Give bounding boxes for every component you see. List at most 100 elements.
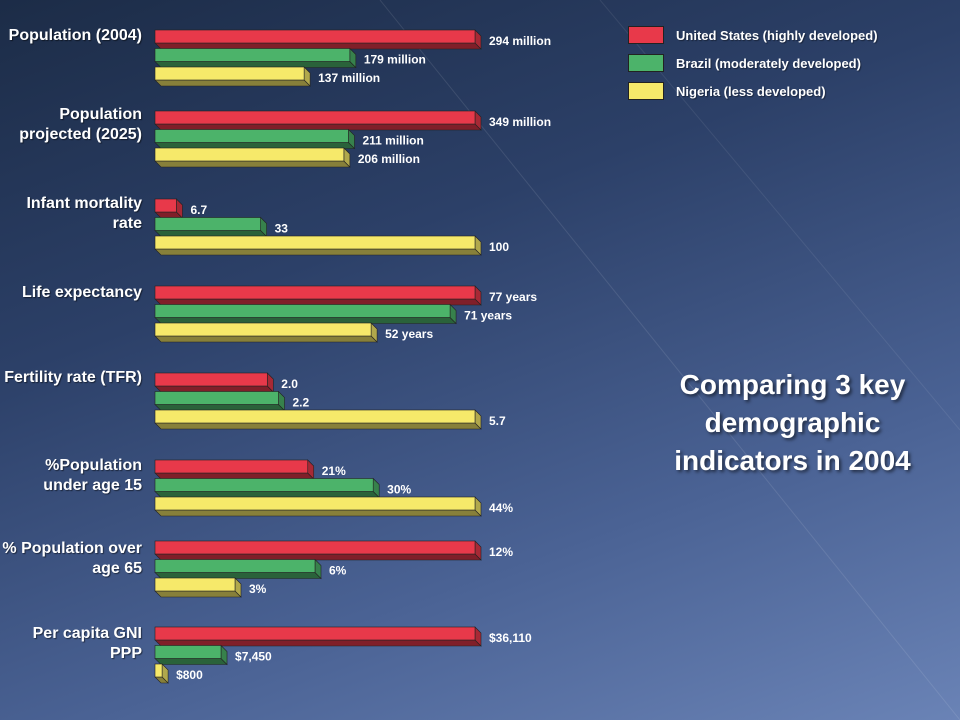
bar-bottom-face <box>154 335 378 343</box>
bar-front-face <box>154 48 351 62</box>
category-label-fertility: Fertility rate (TFR) <box>4 369 142 386</box>
bar-brazil-group-0 <box>154 47 357 69</box>
legend-item-us: United States (highly developed) <box>628 24 878 46</box>
bar-nigeria-group-2 <box>154 235 482 256</box>
bar-bottom-face <box>154 422 482 430</box>
bar-front-face <box>154 147 345 162</box>
bar-bottom-face <box>154 385 275 393</box>
legend-label-us: United States (highly developed) <box>676 27 878 43</box>
bar-us-group-6 <box>154 540 482 561</box>
data-label-nigeria-group-6: 3% <box>249 582 267 596</box>
bar-front-face <box>154 29 476 44</box>
category-label-population-2025: Population projected (2025) <box>19 106 142 143</box>
bar-front-face <box>154 198 177 213</box>
legend-label-nigeria: Nigeria (less developed) <box>676 83 826 99</box>
data-label-us-group-3: 77 years <box>489 290 537 304</box>
bar-brazil-group-3 <box>154 303 457 325</box>
bar-bottom-face <box>154 404 286 411</box>
data-label-brazil-group-5: 30% <box>387 483 411 497</box>
data-label-us-group-5: 21% <box>322 464 346 478</box>
bar-bottom-face <box>154 491 380 498</box>
data-label-us-group-2: 6.7 <box>190 203 207 217</box>
bar-nigeria-group-6 <box>154 577 242 598</box>
bar-nigeria-group-4 <box>154 409 482 430</box>
data-label-nigeria-group-3: 52 years <box>385 327 433 341</box>
legend: United States (highly developed) Brazil … <box>628 24 878 108</box>
legend-swatch-nigeria <box>628 82 664 100</box>
category-label-infant-mortality: Infant mortality rate <box>26 195 142 232</box>
bar-us-group-5 <box>154 459 315 480</box>
bar-bottom-face <box>154 142 356 149</box>
legend-swatch-brazil <box>628 54 664 72</box>
bar-brazil-group-1 <box>154 128 356 150</box>
legend-label-brazil: Brazil (moderately developed) <box>676 55 861 71</box>
bar-front-face <box>154 540 476 555</box>
data-label-nigeria-group-5: 44% <box>489 501 513 515</box>
data-label-us-group-6: 12% <box>489 545 513 559</box>
category-label-over-65: % Population over age 65 <box>2 540 142 577</box>
bar-us-group-4 <box>154 372 275 393</box>
bar-front-face <box>154 304 451 318</box>
data-label-us-group-4: 2.0 <box>281 377 298 391</box>
data-label-nigeria-group-7: $800 <box>176 668 203 682</box>
bar-bottom-face <box>154 658 228 665</box>
bar-bottom-face <box>154 553 482 561</box>
data-label-nigeria-group-2: 100 <box>489 240 509 254</box>
bar-front-face <box>154 496 476 511</box>
data-label-nigeria-group-0: 137 million <box>318 71 380 85</box>
data-label-brazil-group-6: 6% <box>329 564 347 578</box>
bar-nigeria-group-1 <box>154 147 351 168</box>
data-label-us-group-1: 349 million <box>489 115 551 129</box>
data-label-us-group-0: 294 million <box>489 34 551 48</box>
data-label-brazil-group-4: 2.2 <box>293 396 310 410</box>
bar-bottom-face <box>154 160 351 168</box>
bar-brazil-group-4 <box>154 390 286 412</box>
bar-bottom-face <box>154 639 482 647</box>
bar-front-face <box>154 110 476 125</box>
bar-brazil-group-7 <box>154 644 228 666</box>
legend-swatch-us <box>628 26 664 44</box>
bar-nigeria-group-7 <box>154 663 169 684</box>
bar-bottom-face <box>154 509 482 517</box>
bar-front-face <box>154 322 372 337</box>
bar-bottom-face <box>154 317 457 324</box>
bar-bottom-face <box>154 248 482 256</box>
bar-nigeria-group-3 <box>154 322 378 343</box>
bar-nigeria-group-5 <box>154 496 482 517</box>
legend-item-brazil: Brazil (moderately developed) <box>628 52 878 74</box>
legend-item-nigeria: Nigeria (less developed) <box>628 80 878 102</box>
bar-bottom-face <box>154 42 482 50</box>
bar-nigeria-group-0 <box>154 66 311 87</box>
data-label-brazil-group-1: 211 million <box>362 134 423 148</box>
bar-front-face <box>154 409 476 424</box>
bar-front-face <box>154 663 163 678</box>
data-label-nigeria-group-1: 206 million <box>358 152 420 166</box>
chart-title: Comparing 3 key demographic indicators i… <box>674 369 911 476</box>
bar-front-face <box>154 129 349 143</box>
bar-front-face <box>154 478 374 492</box>
data-label-nigeria-group-4: 5.7 <box>489 414 506 428</box>
bar-front-face <box>154 217 261 231</box>
bar-bottom-face <box>154 123 482 131</box>
data-label-brazil-group-0: 179 million <box>364 53 426 67</box>
bar-bottom-face <box>154 472 315 480</box>
bar-bottom-face <box>154 61 357 68</box>
data-label-brazil-group-3: 71 years <box>464 309 512 323</box>
bar-front-face <box>154 391 279 405</box>
bar-brazil-group-5 <box>154 477 380 499</box>
bar-front-face <box>154 577 236 592</box>
bar-front-face <box>154 645 222 659</box>
bar-us-group-3 <box>154 285 482 306</box>
bar-us-group-2 <box>154 198 184 219</box>
data-label-us-group-7: $36,110 <box>489 631 532 645</box>
data-label-brazil-group-7: $7,450 <box>235 650 272 664</box>
category-label-gni: Per capita GNI PPP <box>32 625 142 662</box>
bar-front-face <box>154 559 316 573</box>
bar-us-group-0 <box>154 29 482 50</box>
category-label-population-2004: Population (2004) <box>8 27 142 44</box>
bar-front-face <box>154 459 309 474</box>
bar-us-group-7 <box>154 626 482 647</box>
data-label-brazil-group-2: 33 <box>275 222 289 236</box>
category-label-under-15: %Population under age 15 <box>43 457 142 494</box>
